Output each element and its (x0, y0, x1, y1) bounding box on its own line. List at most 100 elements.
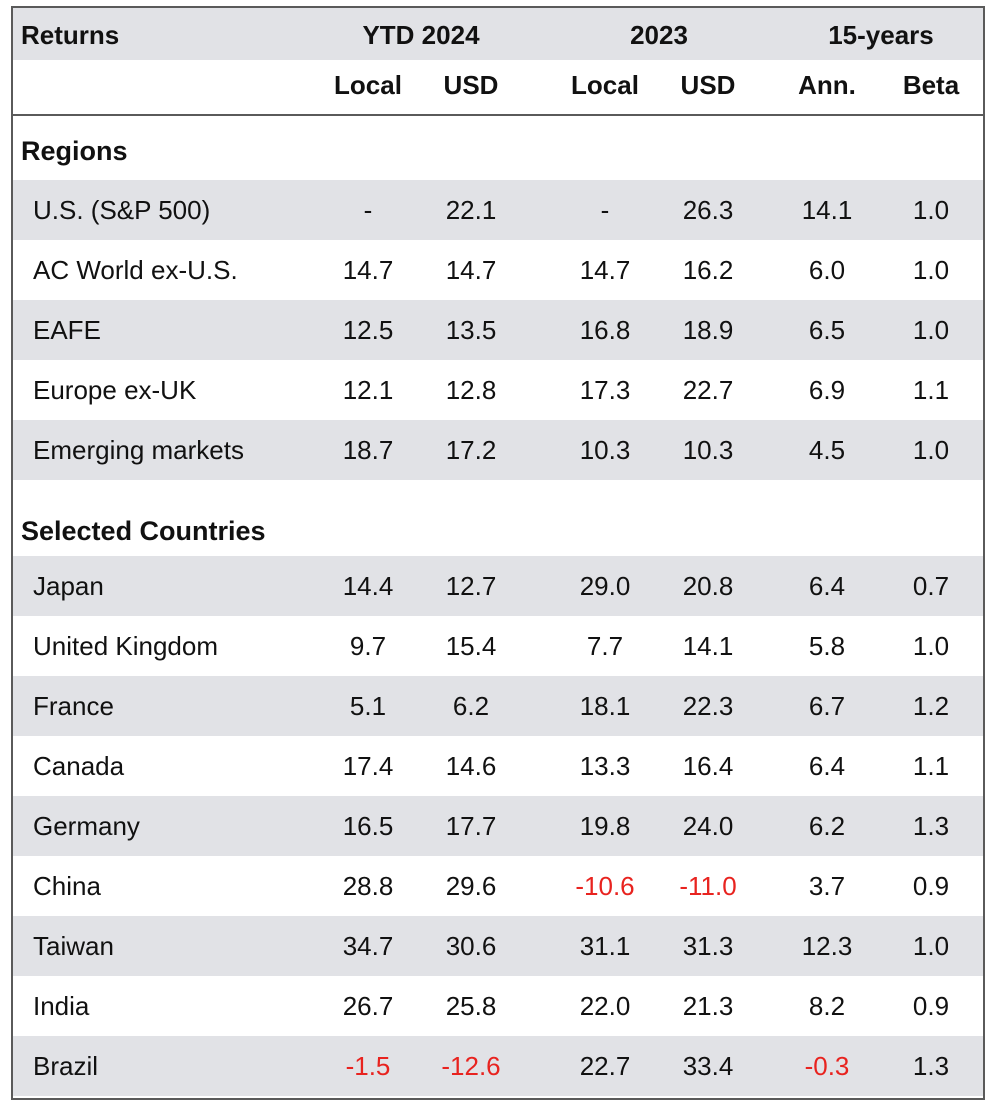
row-label: Germany (33, 811, 140, 841)
cell-value: 1.2 (912, 691, 950, 721)
table-row: Europe ex-UK 12.1 12.8 17.3 22.7 6.9 1.1 (13, 360, 983, 420)
cell-value: 30.6 (445, 931, 497, 961)
cell-value: 22.7 (682, 375, 734, 405)
cell-value: 12.7 (445, 571, 497, 601)
returns-table: Returns YTD 2024 2023 15-years Local USD… (11, 6, 985, 1100)
cell-value: 12.3 (801, 931, 853, 961)
row-label: Canada (33, 751, 125, 781)
table-row: United Kingdom 9.7 15.4 7.7 14.1 5.8 1.0 (13, 616, 983, 676)
cell-value: 18.1 (579, 691, 631, 721)
cell-value: 17.3 (579, 375, 631, 405)
col-header-usd-ytd: USD (443, 70, 499, 100)
cell-value: 0.9 (912, 991, 950, 1021)
cell-value: -1.5 (345, 1051, 391, 1081)
table-row: Brazil -1.5 -12.6 22.7 33.4 -0.3 1.3 (13, 1036, 983, 1096)
col-header-local-ytd: Local (334, 70, 402, 100)
cell-value: 5.8 (808, 631, 846, 661)
table-row: AC World ex-U.S. 14.7 14.7 14.7 16.2 6.0 1.0 (13, 240, 983, 300)
cell-value: -10.6 (575, 871, 635, 901)
cell-value: 0.9 (912, 871, 950, 901)
cell-value: 0.7 (912, 571, 950, 601)
cell-value: 31.1 (579, 931, 631, 961)
returns-header: Returns (21, 20, 120, 50)
cell-value: 25.8 (445, 991, 497, 1021)
cell-value: 24.0 (682, 811, 734, 841)
group-header-ytd2024: YTD 2024 (362, 20, 480, 50)
col-header-beta: Beta (902, 70, 960, 100)
row-label: India (33, 991, 90, 1021)
table-row: China 28.8 29.6 -10.6 -11.0 3.7 0.9 (13, 856, 983, 916)
row-label: Taiwan (33, 931, 114, 961)
row-label: AC World ex-U.S. (33, 255, 238, 285)
cell-value: 17.4 (342, 751, 394, 781)
cell-value: 33.4 (682, 1051, 734, 1081)
cell-value: 16.4 (682, 751, 734, 781)
col-header-ann: Ann. (798, 70, 856, 100)
section-title-regions: Regions (21, 136, 128, 166)
cell-value: 8.2 (808, 991, 846, 1021)
cell-value: 10.3 (579, 435, 631, 465)
row-label: Europe ex-UK (33, 375, 197, 405)
cell-value: 1.0 (912, 631, 950, 661)
cell-value: 6.5 (808, 315, 846, 345)
cell-value: 28.8 (342, 871, 394, 901)
row-label: U.S. (S&P 500) (33, 195, 211, 225)
cell-value: 14.1 (682, 631, 734, 661)
cell-value: 20.8 (682, 571, 734, 601)
table-row: Germany 16.5 17.7 19.8 24.0 6.2 1.3 (13, 796, 983, 856)
table-row: Taiwan 34.7 30.6 31.1 31.3 12.3 1.0 (13, 916, 983, 976)
cell-value: 6.7 (808, 691, 846, 721)
cell-value: 22.0 (579, 991, 631, 1021)
cell-value: 5.1 (349, 691, 387, 721)
cell-value: -0.3 (804, 1051, 850, 1081)
header-row-group (13, 8, 983, 60)
cell-value: 12.1 (342, 375, 394, 405)
cell-value: - (600, 195, 610, 225)
cell-value: 34.7 (342, 931, 394, 961)
cell-value: 26.3 (682, 195, 734, 225)
group-header-2023: 2023 (630, 20, 688, 50)
table-row: Canada 17.4 14.6 13.3 16.4 6.4 1.1 (13, 736, 983, 796)
table-row: France 5.1 6.2 18.1 22.3 6.7 1.2 (13, 676, 983, 736)
cell-value: 1.0 (912, 931, 950, 961)
cell-value: 14.1 (801, 195, 853, 225)
cell-value: 1.3 (912, 1051, 950, 1081)
col-header-local-2023: Local (571, 70, 639, 100)
cell-value: 12.5 (342, 315, 394, 345)
cell-value: 13.3 (579, 751, 631, 781)
header-divider (13, 114, 983, 116)
cell-value: 6.2 (452, 691, 490, 721)
table-row: U.S. (S&P 500) - 22.1 - 26.3 14.1 1.0 (13, 180, 983, 240)
cell-value: -12.6 (441, 1051, 501, 1081)
cell-value: 9.7 (349, 631, 387, 661)
cell-value: 6.2 (808, 811, 846, 841)
cell-value: 14.6 (445, 751, 497, 781)
row-label: France (33, 691, 114, 721)
row-label: United Kingdom (33, 631, 218, 661)
cell-value: 4.5 (808, 435, 846, 465)
cell-value: 18.9 (682, 315, 734, 345)
cell-value: 22.3 (682, 691, 734, 721)
cell-value: -11.0 (679, 871, 737, 901)
col-header-usd-2023: USD (680, 70, 736, 100)
cell-value: 6.4 (808, 751, 846, 781)
table-row: Emerging markets 18.7 17.2 10.3 10.3 4.5 1.0 (13, 420, 983, 480)
cell-value: 1.1 (912, 375, 950, 405)
row-label: Emerging markets (33, 435, 244, 465)
cell-value: 14.4 (342, 571, 394, 601)
section-title-countries: Selected Countries (21, 516, 266, 546)
cell-value: 10.3 (682, 435, 734, 465)
cell-value: 3.7 (808, 871, 846, 901)
cell-value: 16.2 (682, 255, 734, 285)
row-label: EAFE (33, 315, 101, 345)
row-label: Brazil (33, 1051, 99, 1081)
cell-value: 26.7 (342, 991, 394, 1021)
cell-value: 16.8 (579, 315, 631, 345)
cell-value: 1.0 (912, 195, 950, 225)
cell-value: 1.0 (912, 315, 950, 345)
cell-value: 12.8 (445, 375, 497, 405)
cell-value: 17.7 (445, 811, 497, 841)
cell-value: 6.9 (808, 375, 846, 405)
cell-value: 6.0 (808, 255, 846, 285)
cell-value: 17.2 (445, 435, 497, 465)
